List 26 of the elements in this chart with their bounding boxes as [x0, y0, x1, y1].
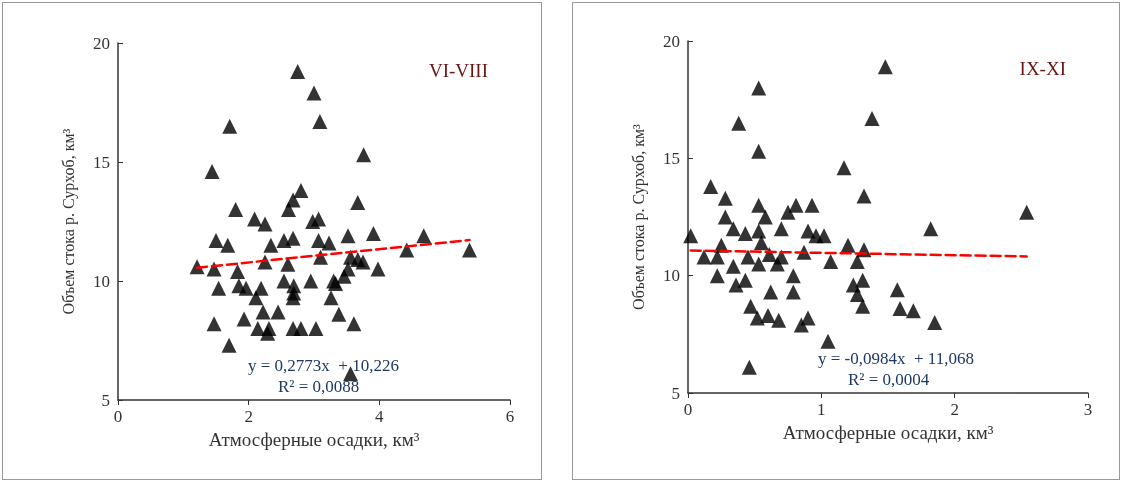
x-axis-title: Атмосферные осадки, км³ — [208, 428, 420, 450]
y-tick-label: 20 — [663, 31, 680, 51]
y-axis-title: Объем стока р. Сурхоб, км³ — [629, 123, 648, 310]
x-tick-label: 0 — [683, 400, 693, 419]
y-tick-label: 10 — [663, 266, 680, 286]
y-axis-title: Объем стока р. Сурхоб, км³ — [59, 128, 78, 315]
y-tick-label: 15 — [93, 152, 110, 172]
y-tick-label: 20 — [93, 33, 110, 53]
y-tick-label: 15 — [663, 148, 680, 168]
x-tick-label: 3 — [1083, 400, 1093, 419]
x-tick-label: 1 — [817, 400, 826, 419]
x-tick-label: 4 — [375, 407, 385, 426]
y-tick-label: 5 — [671, 383, 680, 403]
annotation: R² = 0,0004 — [848, 370, 930, 389]
x-tick-label: 0 — [113, 407, 123, 426]
x-tick-label: 2 — [244, 407, 253, 426]
x-tick-label: 6 — [505, 407, 515, 426]
annotation: y = -0,0984x + 11,068 — [818, 349, 974, 368]
y-tick-label: 5 — [101, 390, 110, 410]
x-axis-title: Атмосферные осадки, км³ — [782, 421, 994, 443]
annotation: VI-VIII — [428, 60, 488, 81]
annotation: IX-XI — [1019, 58, 1067, 79]
annotation: R² = 0,0088 — [278, 377, 360, 396]
y-tick-label: 10 — [93, 271, 110, 291]
x-tick-label: 2 — [950, 400, 959, 419]
annotation: y = 0,2773x + 10,226 — [248, 356, 399, 375]
